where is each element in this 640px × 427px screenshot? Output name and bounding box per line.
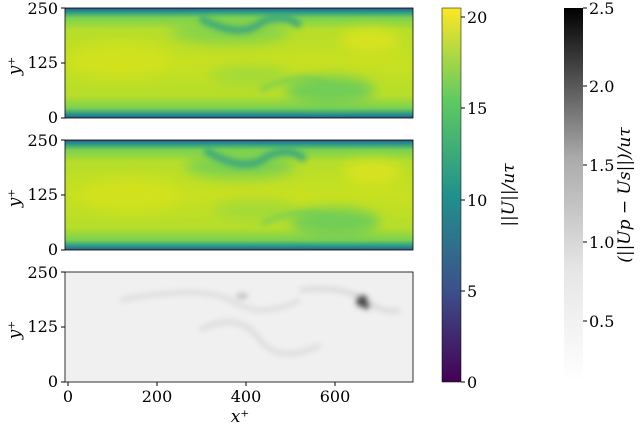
ytick-label: 250 xyxy=(27,263,58,282)
ytick-label: 125 xyxy=(27,317,58,336)
colorbar-label: ||U||/uτ xyxy=(499,163,519,227)
colorbar-tick-label: 0.5 xyxy=(589,312,614,331)
ytick-label: 125 xyxy=(27,185,58,204)
ytick-label: 0 xyxy=(48,372,58,391)
ytick-label: 0 xyxy=(48,240,58,259)
colorbar-tick-label: 1.5 xyxy=(589,156,614,175)
colorbar-tick-label: 0 xyxy=(467,373,477,392)
ytick-label: 0 xyxy=(48,108,58,127)
panel-bottom: 0 125 250 y⁺ 0 200 400 600 x⁺ xyxy=(5,263,414,427)
colorbar-tick-label: 10 xyxy=(467,191,487,210)
colorbar-label: (||Up − Us||)/uτ xyxy=(615,127,635,263)
colorbar-velocity: 0 5 10 15 20 ||U||/uτ xyxy=(441,7,519,392)
colorbar-tick-label: 2.5 xyxy=(589,0,614,18)
colorbar-tick-label: 1.0 xyxy=(589,233,614,252)
ytick-label: 250 xyxy=(27,131,58,150)
ytick-label: 250 xyxy=(27,0,58,18)
colorbar-tick-label: 15 xyxy=(467,99,487,118)
heatmap-top xyxy=(65,8,413,118)
panel-top: 0 125 250 y⁺ xyxy=(5,0,414,127)
xtick-label: 200 xyxy=(142,387,173,406)
y-axis-label: y⁺ xyxy=(5,57,25,77)
y-axis-label: y⁺ xyxy=(5,321,25,341)
xtick-label: 600 xyxy=(320,387,351,406)
heatmap-bottom xyxy=(65,272,413,382)
xtick-label: 0 xyxy=(63,387,73,406)
y-axis-label: y⁺ xyxy=(5,189,25,209)
colorbar-tick-label: 20 xyxy=(467,8,487,27)
panel-middle: 0 125 250 y⁺ xyxy=(5,131,414,259)
ytick-label: 125 xyxy=(27,53,58,72)
colorbar-difference: 0.5 1.0 1.5 2.0 2.5 (||Up − Us||)/uτ xyxy=(564,0,635,382)
heatmap-middle xyxy=(65,140,413,250)
xtick-label: 400 xyxy=(231,387,262,406)
colorbar-tick-label: 2.0 xyxy=(589,77,614,96)
colorbar-tick-label: 5 xyxy=(467,282,477,301)
x-axis-label: x⁺ xyxy=(231,407,250,427)
